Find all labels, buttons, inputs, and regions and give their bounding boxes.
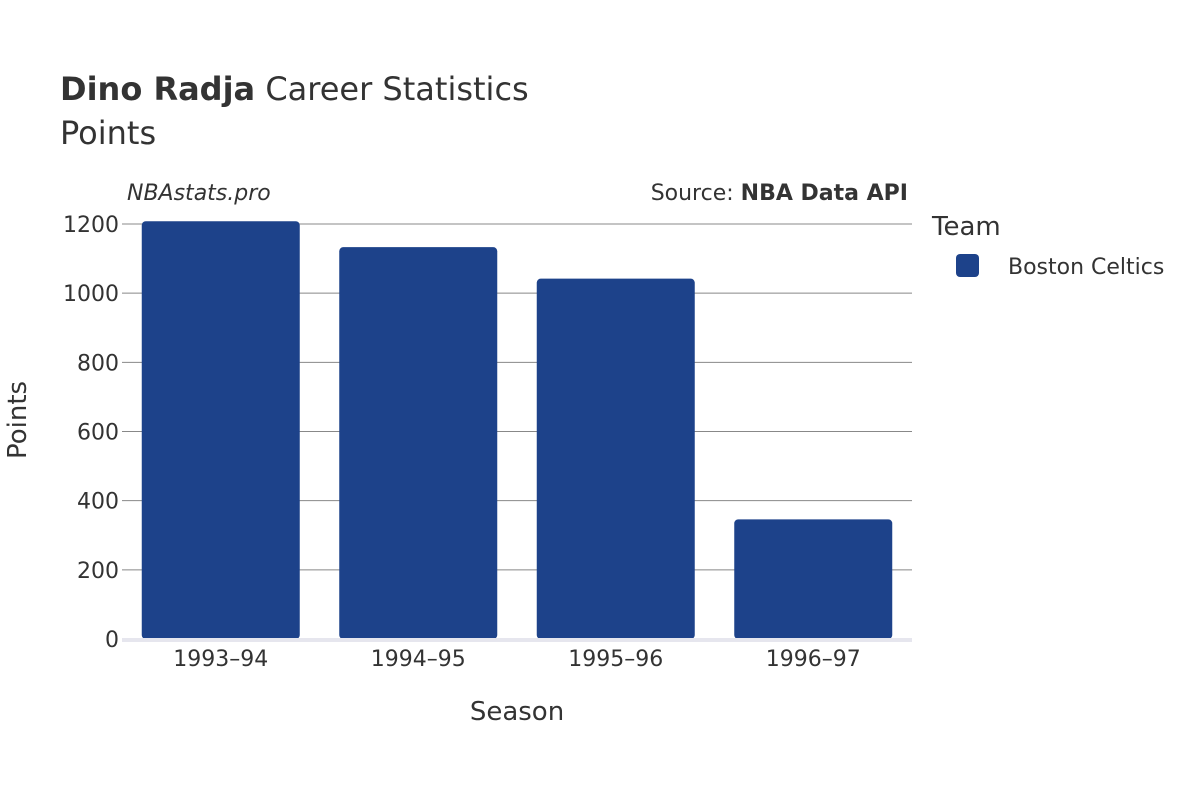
y-tick-label: 400 bbox=[77, 490, 119, 515]
legend-items: Boston Celtics bbox=[956, 254, 1164, 280]
x-tick-label: 1993–94 bbox=[173, 647, 268, 672]
x-tick-labels: 1993–94 1994–95 1995–96 1996–97 bbox=[173, 647, 860, 672]
x-tick-label: 1996–97 bbox=[766, 647, 861, 672]
chart-title-player: Dino Radja bbox=[60, 70, 255, 108]
source-prefix: Source: bbox=[651, 181, 741, 206]
y-tick-label: 1200 bbox=[63, 213, 119, 238]
chart-subtitle: Points bbox=[60, 114, 156, 152]
bar-1996–97[interactable] bbox=[734, 519, 893, 639]
y-tick-label: 0 bbox=[105, 628, 119, 653]
source-name: NBA Data API bbox=[741, 181, 908, 206]
y-tick-labels: 0 200 400 600 800 1000 1200 bbox=[63, 213, 119, 653]
y-axis-title: Points bbox=[3, 381, 33, 459]
chart-title-rest: Career Statistics bbox=[255, 70, 529, 108]
bars bbox=[141, 221, 893, 639]
y-tick-label: 200 bbox=[77, 559, 119, 584]
y-tick-label: 800 bbox=[77, 351, 119, 376]
bar-1994–95[interactable] bbox=[339, 247, 498, 639]
y-tick-label: 600 bbox=[77, 421, 119, 446]
bar-1993–94[interactable] bbox=[141, 221, 300, 639]
x-tick-label: 1995–96 bbox=[568, 647, 663, 672]
chart-title: Dino Radja Career Statistics bbox=[60, 70, 529, 108]
x-tick-label: 1994–95 bbox=[371, 647, 466, 672]
source-note: Source: NBA Data API bbox=[651, 181, 908, 206]
legend-swatch[interactable] bbox=[956, 254, 979, 277]
legend-label[interactable]: Boston Celtics bbox=[1008, 255, 1164, 280]
x-axis-baseline bbox=[122, 638, 912, 642]
x-axis-title: Season bbox=[470, 697, 564, 727]
bar-1995–96[interactable] bbox=[536, 278, 695, 639]
site-credit: NBAstats.pro bbox=[127, 181, 271, 206]
y-tick-label: 1000 bbox=[63, 282, 119, 307]
legend-title: Team bbox=[931, 212, 1001, 242]
